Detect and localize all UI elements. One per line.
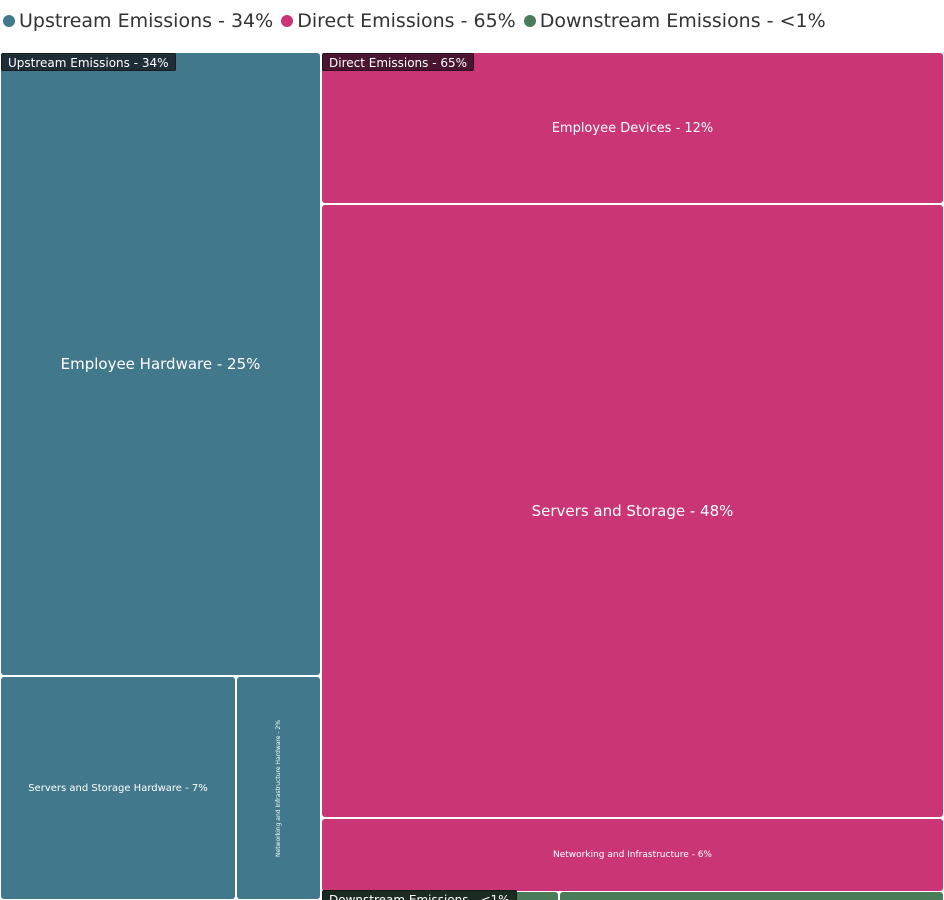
legend-item-downstream[interactable]: Downstream Emissions - <1% [523, 10, 826, 32]
tile-label: Servers and Storage Hardware - 7% [28, 782, 208, 794]
treemap-tile-downstream-emissions-2[interactable] [560, 892, 943, 900]
legend-label-downstream: Downstream Emissions - <1% [539, 10, 826, 32]
legend-dot-downstream [523, 15, 536, 27]
chart-legend: Upstream Emissions - 34% Direct Emission… [0, 0, 944, 42]
tile-label: Employee Devices - 12% [551, 120, 714, 136]
treemap-tile-servers-and-storage-hardware[interactable]: Servers and Storage Hardware - 7% [1, 677, 235, 899]
group-label-downstream-emissions: Downstream Emissions - <1% [322, 890, 517, 900]
legend-item-upstream[interactable]: Upstream Emissions - 34% [3, 10, 273, 32]
legend-label-direct: Direct Emissions - 65% [297, 10, 516, 32]
tile-label: Networking and Infrastructure - 6% [553, 850, 712, 860]
treemap-tile-servers-and-storage[interactable]: Servers and Storage - 48% [322, 205, 943, 817]
tile-label: Employee Hardware - 25% [60, 355, 261, 373]
treemap-tile-employee-hardware[interactable]: Employee Hardware - 25% [1, 53, 320, 675]
treemap-chart: Employee Hardware - 25% Servers and Stora… [0, 52, 944, 900]
tile-label: Servers and Storage - 48% [531, 502, 734, 520]
legend-item-direct[interactable]: Direct Emissions - 65% [281, 10, 516, 32]
treemap-tile-networking-and-infrastructure[interactable]: Networking and Infrastructure - 6% [322, 819, 943, 891]
tile-label: Networking and Infrastructure Hardware -… [275, 719, 282, 857]
group-label-direct-emissions: Direct Emissions - 65% [322, 53, 475, 71]
legend-label-upstream: Upstream Emissions - 34% [19, 10, 274, 32]
group-label-upstream-emissions: Upstream Emissions - 34% [1, 53, 176, 71]
legend-dot-direct [281, 15, 294, 27]
legend-dot-upstream [3, 15, 15, 27]
treemap-tile-employee-devices[interactable]: Employee Devices - 12% [322, 53, 943, 203]
treemap-tile-networking-and-infrastructure-hardware[interactable]: Networking and Infrastructure Hardware -… [237, 677, 320, 899]
